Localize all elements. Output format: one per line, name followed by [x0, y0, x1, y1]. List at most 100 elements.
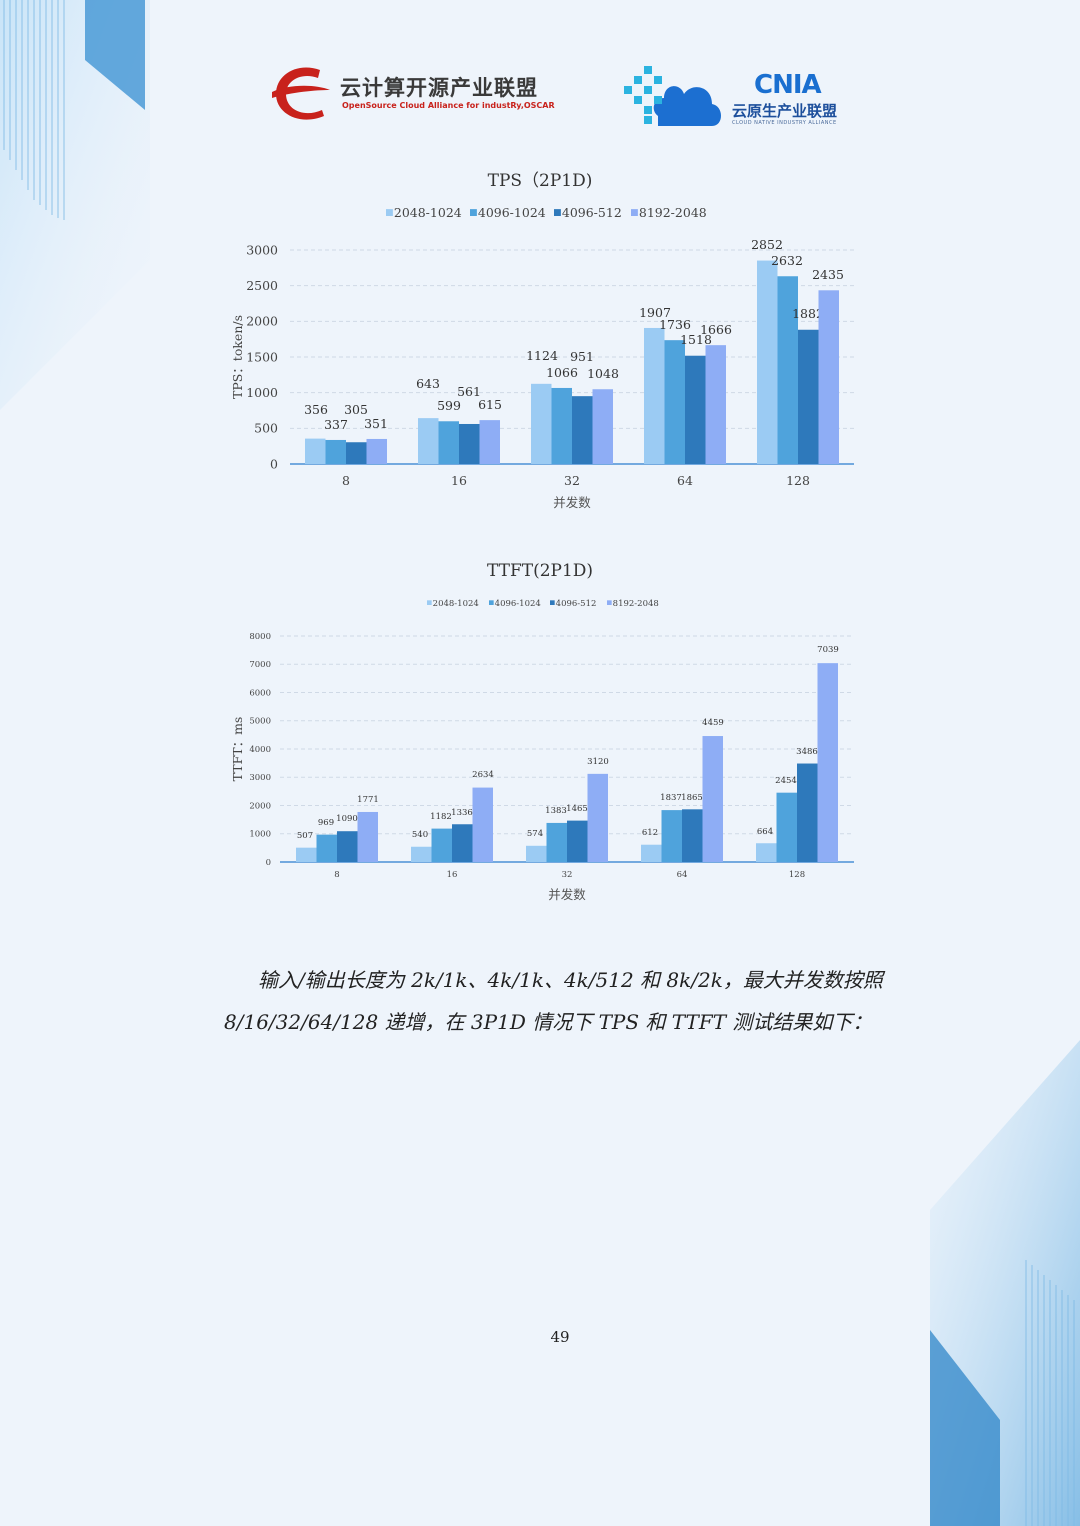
bar [316, 834, 337, 862]
ttft-chart: TTFT(2P1D) 2048-1024 4096-1024 4096-512 8192… [230, 561, 854, 902]
legend-swatch [427, 600, 432, 605]
bar [705, 345, 726, 464]
bar [411, 846, 432, 862]
data-label: 1124 [526, 348, 558, 363]
data-label: 574 [527, 829, 543, 839]
x-tick-label: 128 [789, 870, 805, 880]
data-label: 599 [437, 398, 461, 413]
data-label: 2634 [472, 770, 494, 780]
bar [551, 387, 572, 464]
bar [685, 355, 706, 464]
data-label: 351 [364, 416, 388, 431]
data-label: 664 [757, 827, 773, 837]
y-tick-label: 5000 [249, 717, 271, 727]
bar [702, 736, 723, 862]
bar [572, 396, 593, 464]
y-axis-label: TTFT：ms [230, 717, 245, 782]
bar [817, 663, 838, 862]
x-tick-label: 8 [334, 870, 339, 880]
oscar-subtitle: OpenSource Cloud Alliance for industRy,O… [342, 101, 555, 110]
chart-title: TTFT(2P1D) [487, 561, 593, 581]
y-tick-label: 500 [254, 421, 278, 436]
data-label: 1336 [451, 808, 473, 818]
bar [337, 831, 358, 862]
body-text-line-1: 输入/输出长度为 2k/1k、4k/1k、4k/512 和 8k/2k，最大并发… [258, 968, 883, 992]
legend-swatch [607, 600, 612, 605]
legend-label: 2048-1024 [433, 599, 479, 609]
bar [296, 847, 317, 862]
data-label: 507 [297, 831, 313, 841]
data-label: 1465 [566, 804, 588, 814]
bar [776, 792, 797, 862]
data-label: 1882 [792, 306, 824, 321]
x-tick-label: 32 [562, 870, 573, 880]
data-label: 1736 [659, 317, 691, 332]
y-tick-label: 0 [266, 858, 271, 868]
legend-swatch [550, 600, 555, 605]
bar [431, 828, 452, 862]
data-label: 1383 [545, 806, 567, 816]
x-axis-label: 并发数 [553, 495, 591, 510]
oscar-logo: 云计算开源产业联盟 OpenSource Cloud Alliance for … [268, 60, 558, 126]
data-label: 1666 [700, 322, 732, 337]
bar [357, 811, 378, 862]
bar [567, 820, 588, 862]
legend-label: 4096-1024 [495, 599, 541, 609]
legend-swatch [470, 209, 477, 216]
x-tick-label: 8 [342, 473, 350, 488]
x-axis-label: 并发数 [548, 887, 586, 902]
data-label: 1048 [587, 366, 619, 381]
tps-chart: TPS（2P1D) 2048-1024 4096-1024 4096-512 8192-… [230, 171, 854, 510]
data-label: 356 [304, 402, 328, 417]
oscar-c-icon [272, 67, 330, 120]
data-label: 951 [570, 349, 594, 364]
data-label: 2435 [812, 267, 844, 282]
bar [757, 260, 778, 464]
cnia-en-name: CLOUD NATIVE INDUSTRY ALLIANCE [732, 120, 837, 126]
data-label: 2632 [771, 253, 803, 268]
data-label: 4459 [702, 718, 724, 728]
bar [418, 418, 439, 464]
bar [644, 327, 665, 464]
bar [756, 843, 777, 862]
bar [472, 787, 493, 862]
data-label: 561 [457, 384, 481, 399]
bar [325, 439, 346, 464]
bar [346, 442, 367, 464]
data-label: 1182 [430, 812, 452, 822]
legend-swatch [554, 209, 561, 216]
data-label: 1518 [680, 332, 712, 347]
x-tick-label: 16 [451, 473, 467, 488]
bar [798, 329, 819, 464]
data-label: 1066 [546, 365, 578, 380]
cnia-cn-name: 云原生产业联盟 [732, 102, 838, 120]
y-tick-label: 2500 [246, 278, 278, 293]
y-tick-label: 0 [270, 456, 278, 471]
data-label: 1090 [336, 814, 358, 824]
legend-swatch [489, 600, 494, 605]
y-tick-label: 1000 [246, 385, 278, 400]
bar [682, 809, 703, 862]
data-label: 643 [416, 376, 440, 391]
x-tick-label: 32 [564, 473, 580, 488]
bar [459, 423, 480, 464]
bar [818, 290, 839, 464]
oscar-name: 云计算开源产业联盟 [340, 76, 538, 100]
data-label: 3120 [587, 757, 609, 767]
bar [664, 340, 685, 464]
y-tick-label: 7000 [249, 660, 271, 670]
data-label: 969 [318, 818, 334, 828]
x-tick-label: 128 [786, 473, 810, 488]
y-tick-label: 4000 [249, 745, 271, 755]
legend-label: 4096-1024 [478, 205, 546, 220]
y-tick-label: 3000 [246, 242, 278, 257]
cnia-name: CNIA [754, 70, 822, 100]
data-label: 2454 [775, 776, 797, 786]
chart-title: TPS（2P1D) [488, 171, 593, 191]
legend-swatch [386, 209, 393, 216]
page-number: 49 [550, 1328, 570, 1346]
y-tick-label: 2000 [249, 801, 271, 811]
y-tick-label: 8000 [249, 632, 271, 642]
data-label: 305 [344, 402, 368, 417]
